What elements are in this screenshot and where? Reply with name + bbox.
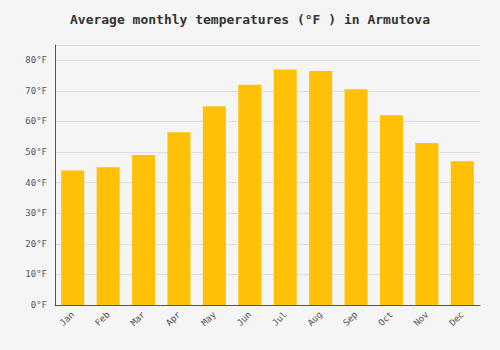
svg-text:60°F: 60°F [25,116,47,126]
svg-text:10°F: 10°F [25,269,47,279]
svg-text:40°F: 40°F [25,178,47,188]
svg-text:Mar: Mar [129,309,148,328]
svg-text:Average monthly temperatures (: Average monthly temperatures (°F ) in Ar… [70,12,430,27]
svg-text:Jul: Jul [270,309,289,328]
svg-text:Oct: Oct [376,309,395,328]
svg-text:Aug: Aug [306,309,325,328]
svg-text:May: May [199,309,218,328]
svg-text:Feb: Feb [93,309,112,328]
svg-text:20°F: 20°F [25,239,47,249]
svg-text:0°F: 0°F [31,300,47,310]
svg-text:Jun: Jun [235,309,254,328]
svg-text:Sep: Sep [341,309,360,328]
svg-text:Jan: Jan [58,309,77,328]
svg-text:50°F: 50°F [25,147,47,157]
svg-text:70°F: 70°F [25,86,47,96]
svg-text:30°F: 30°F [25,208,47,218]
svg-text:Nov: Nov [412,309,431,328]
svg-text:Dec: Dec [447,309,466,328]
svg-text:Apr: Apr [164,309,183,328]
svg-text:80°F: 80°F [25,55,47,65]
